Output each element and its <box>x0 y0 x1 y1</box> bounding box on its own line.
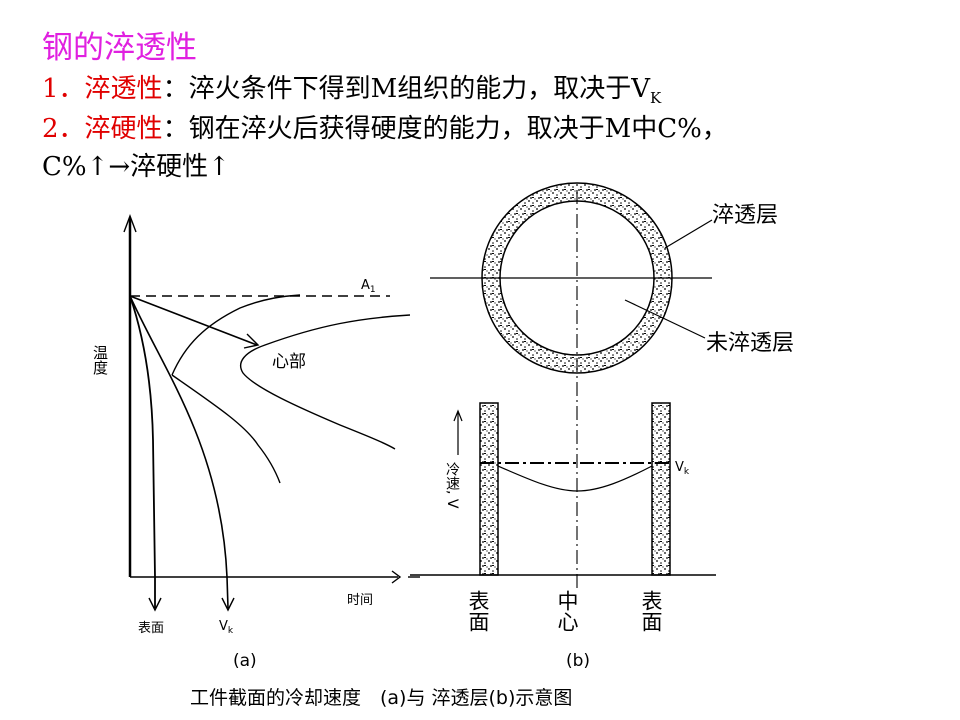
cooling-rate-label: 冷速, V <box>444 462 460 509</box>
c-curve <box>239 314 411 450</box>
point-2-text: 钢在淬火后获得硬度的能力，取决于M中C%， <box>188 114 728 144</box>
temperature-label: 温度 <box>91 345 109 375</box>
hardened-leader <box>664 219 713 249</box>
center-label: 中心 <box>555 590 579 632</box>
surface-arrow <box>148 597 162 612</box>
surface-label-right: 表面 <box>639 590 663 632</box>
transformation-start-curve <box>171 294 301 376</box>
hardened-layer-label: 淬透层 <box>712 203 778 228</box>
y-arrow-head <box>453 409 463 422</box>
point-2-num: 2． <box>42 114 85 144</box>
point-1-sub: K <box>649 89 662 108</box>
point-1: 1．淬透性：淬火条件下得到M组织的能力，取决于VK <box>42 68 661 107</box>
a1-label: A1 <box>361 278 376 295</box>
point-1-text: 淬火条件下得到M组织的能力，取决于V <box>188 74 650 104</box>
core-arrow-head <box>243 333 260 349</box>
vk-cooling-curve <box>129 295 229 609</box>
point-2-term: 淬硬性 <box>84 114 163 144</box>
diagram-a <box>123 214 420 612</box>
vk-arrow <box>221 597 235 612</box>
cooling-rate-curve <box>497 465 653 492</box>
figure-caption: 工件截面的冷却速度 (a)与 淬透层(b)示意图 <box>190 687 572 709</box>
core-arrow-line <box>129 295 258 346</box>
point-2-colon: ： <box>162 114 189 144</box>
left-hardened-layer <box>479 402 499 576</box>
x-axis-arrow <box>391 570 402 584</box>
vk-label-b: Vk <box>675 460 690 477</box>
cross-section <box>430 182 713 590</box>
intermediate-cooling-curve <box>171 374 281 484</box>
point-2: 2．淬硬性：钢在淬火后获得硬度的能力，取决于M中C%， <box>42 108 728 145</box>
unhardened-leader <box>624 299 706 339</box>
surface-label-a: 表面 <box>138 621 164 636</box>
surface-cooling-curve <box>129 295 156 608</box>
caption-a: (a) <box>233 651 257 671</box>
point-1-colon: ： <box>162 74 189 104</box>
unhardened-layer-label: 未淬透层 <box>706 331 794 356</box>
core-label: 心部 <box>272 352 306 372</box>
point-2-continued: C%↑→淬硬性↑ <box>42 152 230 182</box>
point-1-term: 淬透性 <box>84 74 163 104</box>
point-1-num: 1． <box>42 74 85 104</box>
caption-b: (b) <box>566 651 590 671</box>
right-hardened-layer <box>651 402 671 576</box>
slide-title: 钢的淬透性 <box>42 30 197 66</box>
y-axis-arrow <box>123 214 137 233</box>
time-label: 时间 <box>347 593 373 608</box>
surface-label-left: 表面 <box>466 590 490 632</box>
diagram-b <box>410 402 716 576</box>
vk-label-a: Vk <box>219 619 234 636</box>
